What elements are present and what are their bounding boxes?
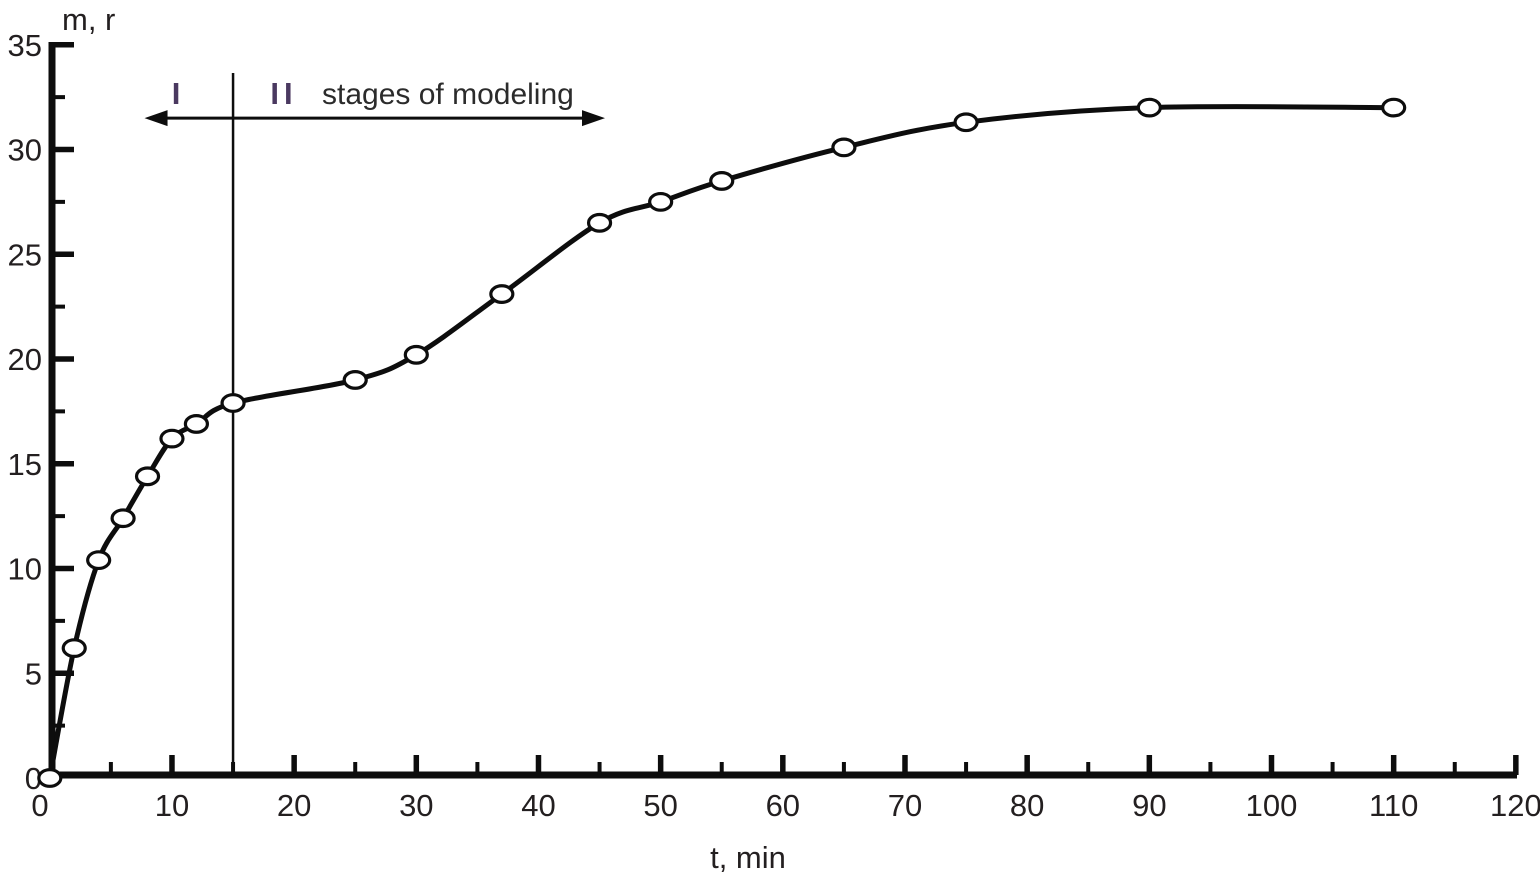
y-axis-title: m, r bbox=[62, 2, 115, 37]
data-point-marker bbox=[342, 370, 368, 390]
data-point-marker bbox=[403, 344, 429, 365]
x-axis-title: t, min bbox=[710, 840, 786, 875]
stages-of-modeling-label: stages of modeling bbox=[322, 78, 574, 111]
data-point-marker bbox=[489, 284, 515, 304]
x-tick-label: 20 bbox=[277, 788, 311, 823]
data-point-marker bbox=[61, 638, 87, 659]
data-point-marker bbox=[648, 191, 674, 212]
curve-path bbox=[47, 104, 1397, 781]
x-tick-label: 110 bbox=[1369, 788, 1418, 823]
data-point-marker bbox=[1136, 97, 1162, 118]
data-point-marker bbox=[831, 137, 857, 158]
axes: 0 10 20 30 40 50 60 70 80 90 100 110 120 0 5 10 15 20 25 30… bbox=[8, 28, 1540, 823]
data-point-marker bbox=[953, 112, 979, 133]
data-point-marker bbox=[183, 414, 210, 434]
data-point-marker bbox=[134, 466, 161, 487]
data-point-marker bbox=[110, 508, 136, 529]
arrow-head-right-icon bbox=[582, 110, 606, 127]
stage-2-label: II bbox=[270, 76, 297, 111]
data-point-marker bbox=[586, 212, 613, 233]
data-point-marker bbox=[37, 768, 63, 788]
data-point-marker bbox=[709, 171, 735, 191]
arrow-head-left-icon bbox=[144, 110, 168, 127]
x-tick-label: 100 bbox=[1246, 788, 1298, 823]
x-tick-label: 0 bbox=[31, 788, 48, 823]
data-point-marker bbox=[1381, 97, 1407, 118]
x-tick-label: 30 bbox=[399, 788, 433, 823]
x-tick-label: 70 bbox=[888, 788, 922, 823]
y-tick-label: 5 bbox=[25, 656, 42, 691]
data-point-marker bbox=[159, 428, 185, 449]
y-tick-label: 15 bbox=[8, 447, 42, 482]
y-tick-label: 25 bbox=[8, 237, 42, 272]
y-tick-label: 35 bbox=[8, 28, 42, 63]
data-series bbox=[37, 97, 1407, 788]
x-tick-label: 10 bbox=[155, 788, 189, 823]
data-point-marker bbox=[86, 550, 112, 571]
y-tick-label: 30 bbox=[8, 133, 42, 168]
x-tick-label: 90 bbox=[1132, 788, 1166, 823]
y-tick-label: 0 bbox=[25, 761, 42, 796]
x-tick-label: 60 bbox=[766, 788, 800, 823]
x-tick-label: 40 bbox=[521, 788, 555, 823]
data-point-marker bbox=[220, 393, 246, 413]
stage-1-label: I bbox=[172, 76, 181, 111]
y-tick-label: 10 bbox=[8, 552, 42, 587]
stages-double-arrow bbox=[144, 110, 606, 127]
x-tick-label: 80 bbox=[1010, 788, 1044, 823]
y-tick-label: 20 bbox=[8, 342, 42, 377]
x-tick-label: 120 bbox=[1490, 788, 1540, 823]
x-tick-label: 50 bbox=[643, 788, 677, 823]
